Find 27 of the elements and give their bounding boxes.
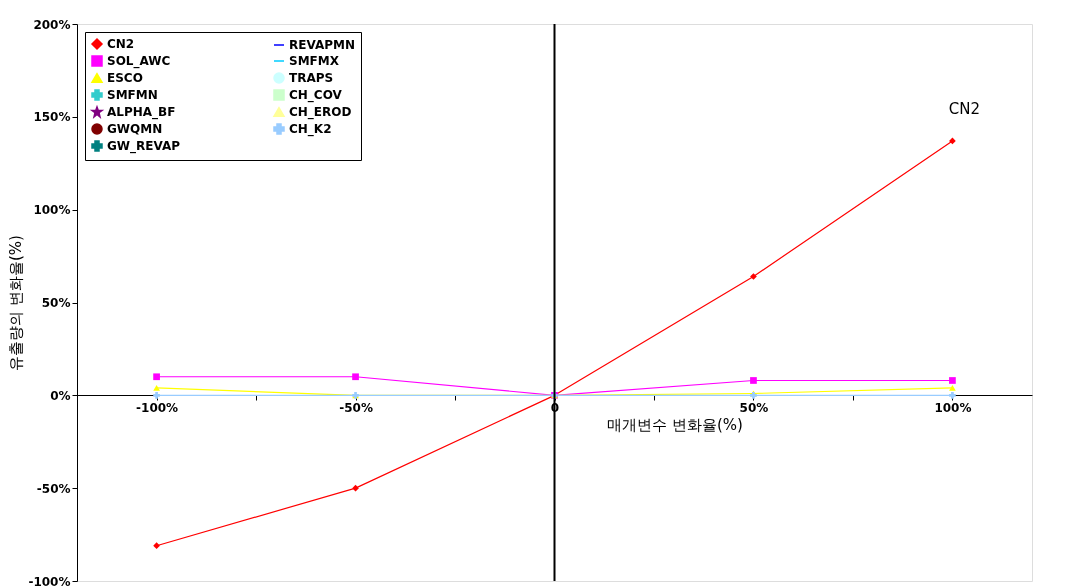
legend-label: TRAPS (289, 71, 334, 85)
legend-label: ESCO (107, 71, 143, 85)
y-tick-label: 150% (33, 110, 71, 125)
legend-label: GWQMN (107, 122, 163, 136)
y-tick-label: 50% (41, 296, 71, 310)
legend-label: CH_K2 (289, 122, 332, 137)
legend-label: SMFMX (289, 54, 340, 68)
x-tick-label: -100% (136, 400, 179, 415)
x-tick-label: 50% (739, 400, 769, 415)
legend-label: GW_REVAP (107, 139, 181, 154)
legend-label: REVAPMN (289, 38, 355, 52)
legend-label: CH_EROD (289, 105, 352, 120)
y-tick-label: 200% (33, 17, 71, 32)
y-tick-label: -50% (36, 481, 71, 496)
legend-label: CN2 (107, 37, 135, 51)
y-axis-title: 유출량의 변화율(%) (7, 235, 26, 371)
annotation: CN2 (948, 99, 981, 118)
y-tick-label: -100% (28, 574, 71, 588)
x-tick-label: 100% (934, 400, 972, 415)
y-tick-label: 100% (33, 203, 71, 218)
legend-label: ALPHA_BF (107, 105, 176, 120)
x-tick-label: -50% (339, 400, 373, 415)
y-tick-label: 0% (50, 388, 71, 403)
legend-label: SMFMN (107, 88, 158, 102)
legend-label: CH_COV (289, 88, 343, 103)
x-axis-title: 매개변수 변화율(%) (607, 415, 743, 434)
legend-label: SOL_AWC (107, 54, 171, 69)
